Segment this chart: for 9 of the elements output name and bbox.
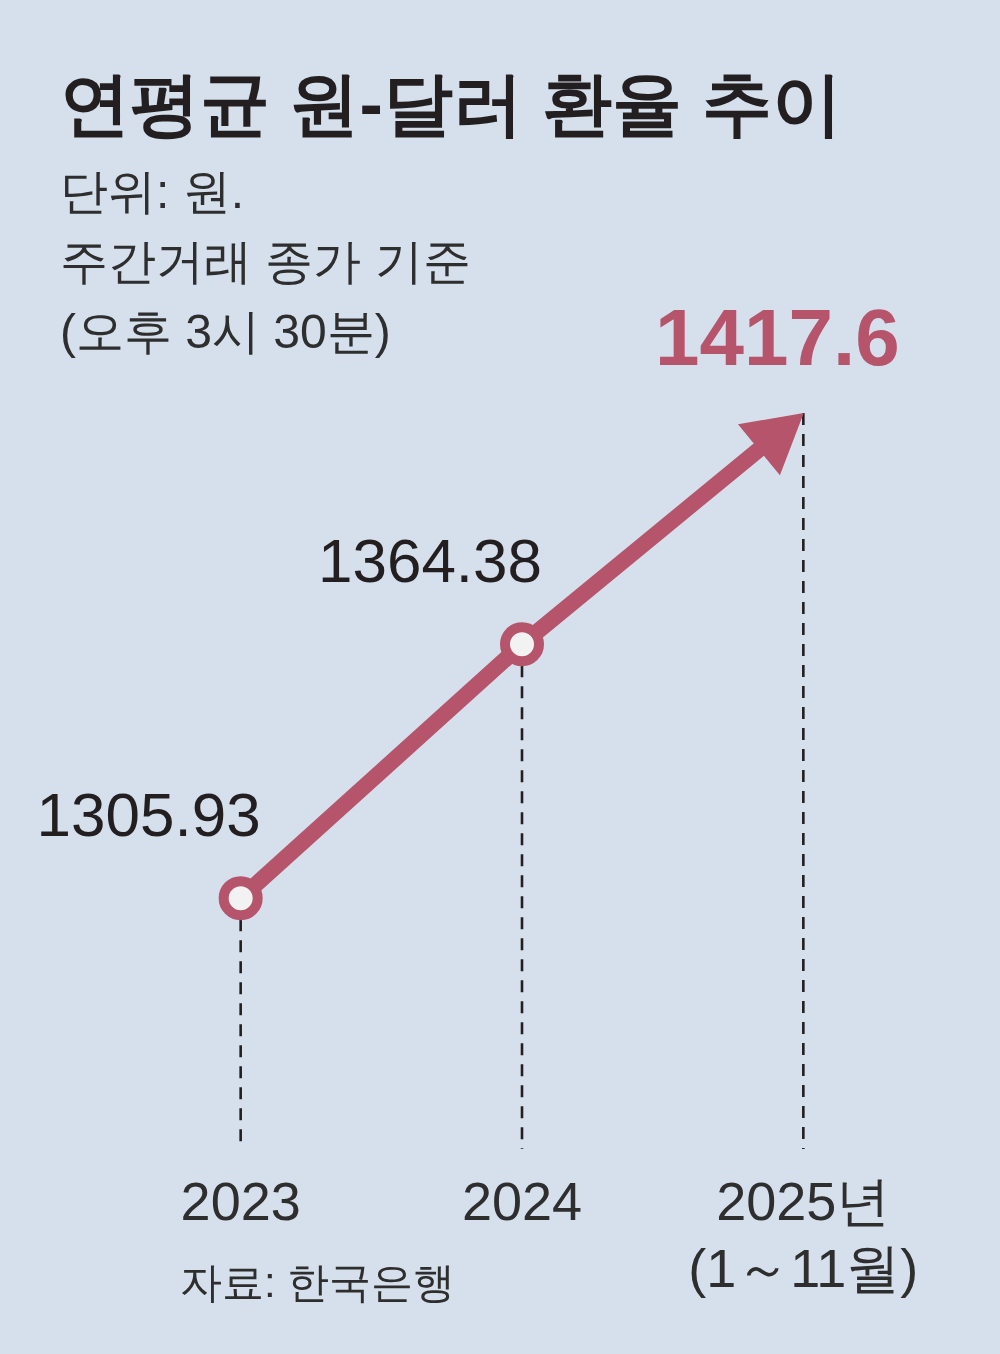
- x-tick-label: 2024: [461, 1170, 583, 1231]
- x-tick-label: 2023: [180, 1170, 301, 1231]
- data-label: 1364.38: [317, 526, 543, 596]
- data-label: 1305.93: [36, 780, 261, 850]
- chart-subtitle: 단위: 원. 주간거래 종가 기준 (오후 3시 30분): [60, 164, 471, 360]
- data-label: 1417.6: [654, 293, 900, 382]
- text: 자료: 한국은행: [180, 1258, 456, 1308]
- chart-title: 연평균 원-달러 환율 추이: [60, 64, 842, 145]
- x-tick-label: 2025년 (1～11월): [688, 1170, 919, 1299]
